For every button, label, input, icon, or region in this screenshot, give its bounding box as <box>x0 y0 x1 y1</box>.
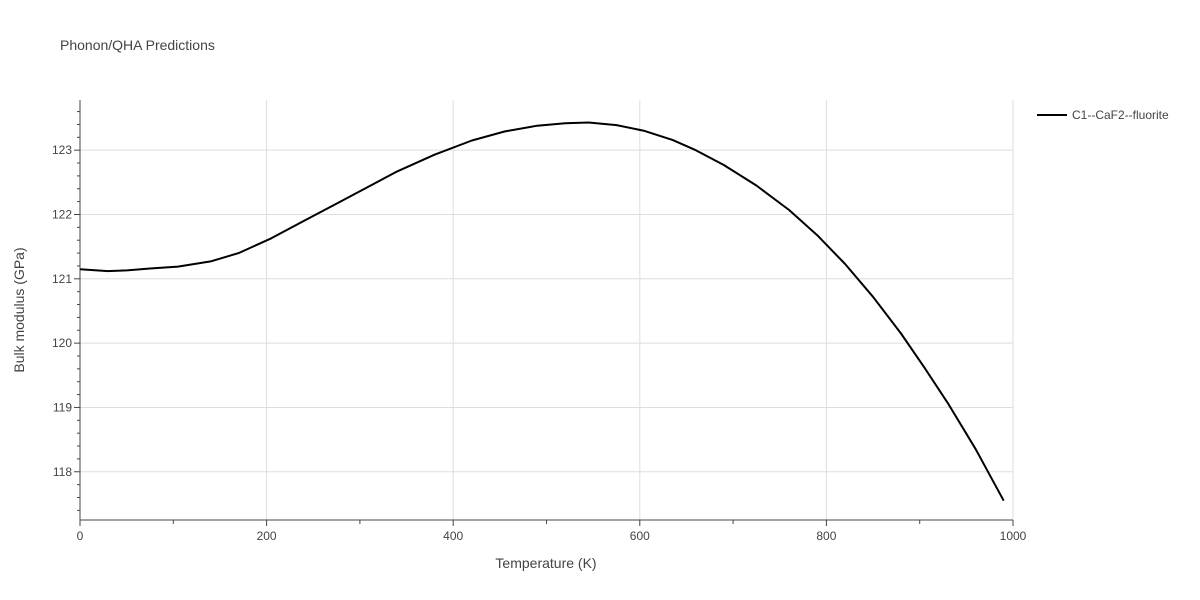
series-line[interactable] <box>79 121 1005 502</box>
x-tick-label: 400 <box>443 529 463 543</box>
y-tick-label: 121 <box>52 272 72 286</box>
y-tick-label: 119 <box>53 400 72 414</box>
y-tick-label: 123 <box>52 143 72 157</box>
chart-title: Phonon/QHA Predictions <box>60 37 215 53</box>
x-tick-label: 600 <box>630 529 650 543</box>
legend[interactable]: C1--CaF2--fluorite <box>1037 108 1169 122</box>
x-tick-label: 0 <box>77 529 84 543</box>
legend-entry-label[interactable]: C1--CaF2--fluorite <box>1072 108 1169 122</box>
y-tick-label: 118 <box>53 465 72 479</box>
x-tick-label: 200 <box>257 529 277 543</box>
gridlines <box>80 100 1014 520</box>
x-axis-label: Temperature (K) <box>495 555 596 571</box>
axes <box>79 100 1013 521</box>
y-tick-label: 122 <box>52 207 72 221</box>
x-tick-label: 800 <box>816 529 836 543</box>
y-axis-ticks: 118 119 120 121 122 123 <box>52 111 80 511</box>
x-tick-label: 1000 <box>1000 529 1027 543</box>
x-axis-ticks: 0 200 400 600 800 1000 <box>77 520 1027 543</box>
series-group <box>79 121 1005 502</box>
y-axis-label: Bulk modulus (GPa) <box>11 247 27 372</box>
y-tick-label: 120 <box>52 336 72 350</box>
